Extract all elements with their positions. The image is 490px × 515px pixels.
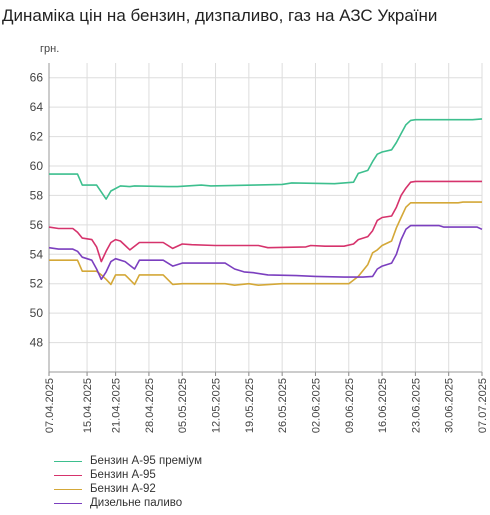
legend-item: Дизельне паливо (50, 496, 202, 510)
x-tick-label: 26.05.2025 (277, 378, 289, 433)
legend-swatch (54, 460, 82, 462)
y-tick-label: 62 (30, 130, 44, 144)
legend-swatch (54, 488, 82, 490)
series-line-1 (49, 118, 483, 200)
legend-label: Дизельне паливо (90, 497, 183, 509)
x-tick-label: 16.06.2025 (377, 378, 389, 433)
legend-item: Бензин А-95 преміум (50, 454, 202, 468)
legend-label: Бензин А-95 преміум (90, 455, 203, 467)
series-line-4 (48, 224, 483, 281)
y-tick-label: 56 (30, 218, 44, 232)
y-tick-label: 66 (30, 71, 44, 85)
line-chart: 48 50 52 54 56 58 60 62 64 66 07.04.2025 15.04.202… (30, 43, 489, 433)
axes (48, 63, 483, 376)
x-tick-label: 15.04.2025 (82, 378, 94, 433)
y-tick-label: 60 (30, 159, 44, 173)
legend: Бензин А-95 преміум Бензин А-95 Бензин А-9… (50, 454, 202, 510)
chart-title: Динаміка цін на бензин, дизпаливо, газ н… (2, 6, 438, 25)
y-tick-label: 52 (30, 277, 44, 291)
x-tick-label: 19.05.2025 (244, 378, 256, 433)
series-lines (48, 118, 483, 286)
x-tick-label: 05.05.2025 (177, 378, 189, 433)
series-line-3 (49, 201, 482, 286)
x-tick-label: 21.04.2025 (111, 378, 123, 433)
x-tick-label: 07.04.2025 (44, 378, 56, 433)
y-tick-label: 64 (30, 100, 44, 114)
x-tick-labels: 07.04.2025 15.04.2025 21.04.2025 28.04.2025… (44, 378, 489, 433)
legend-swatch (54, 474, 82, 476)
y-axis-unit-label: грн. (40, 43, 59, 55)
x-tick-label: 23.06.2025 (410, 378, 422, 433)
x-tick-label: 07.07.2025 (477, 378, 489, 433)
y-tick-label: 48 (30, 336, 44, 350)
x-tick-label: 12.05.2025 (211, 378, 223, 433)
y-tick-label: 58 (30, 188, 44, 202)
grid-lines (48, 63, 483, 372)
y-tick-label: 50 (30, 306, 44, 320)
legend-swatch (54, 502, 82, 504)
legend-item: Бензин А-92 (50, 482, 202, 496)
x-tick-label: 09.06.2025 (344, 378, 356, 433)
x-tick-label: 28.04.2025 (144, 378, 156, 433)
y-tick-labels: 48 50 52 54 56 58 60 62 64 66 (30, 71, 44, 350)
x-tick-label: 30.06.2025 (444, 378, 456, 433)
y-tick-label: 54 (30, 247, 44, 261)
legend-label: Бензин А-95 (90, 469, 156, 481)
series-line-2 (48, 180, 482, 263)
legend-label: Бензин А-92 (90, 483, 156, 495)
legend-item: Бензин А-95 (50, 468, 202, 482)
x-tick-label: 02.06.2025 (310, 378, 322, 433)
